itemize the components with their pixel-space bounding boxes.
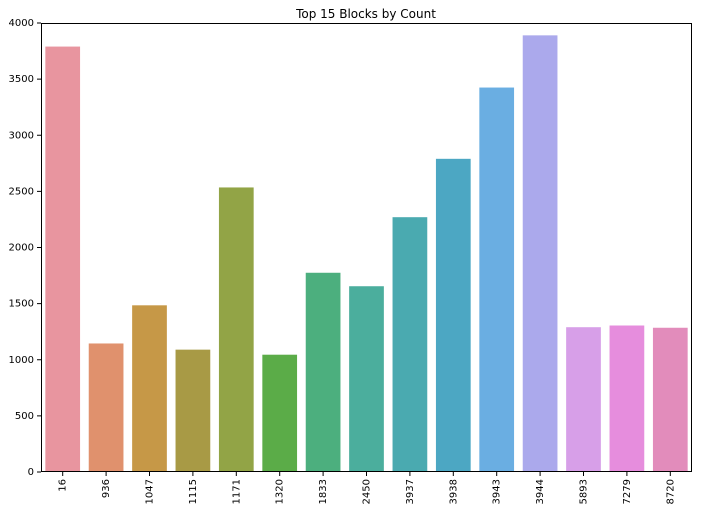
x-tick-label-3937: 3937: [405, 479, 416, 504]
y-tick-label-1000: 1000: [9, 355, 34, 366]
bar-1047: [132, 305, 167, 472]
bar-1171: [218, 187, 254, 472]
bar-5893: [566, 327, 601, 472]
bar-7279: [609, 325, 645, 472]
y-tick-label-500: 500: [15, 411, 34, 422]
y-tick-label-3500: 3500: [9, 74, 34, 85]
y-tick-label-2500: 2500: [9, 186, 34, 197]
chart-title: Top 15 Blocks by Count: [295, 7, 436, 21]
bar-16: [45, 46, 81, 472]
x-tick-label-1833: 1833: [318, 479, 329, 504]
x-tick-label-1115: 1115: [188, 479, 199, 504]
y-tick-label-2000: 2000: [9, 243, 34, 254]
x-tick-label-5893: 5893: [579, 479, 590, 504]
x-tick-label-1047: 1047: [145, 479, 156, 504]
x-tick-label-7279: 7279: [622, 479, 633, 504]
x-tick-label-3938: 3938: [448, 479, 459, 504]
plot-frame: [41, 23, 692, 472]
bars-layer: [45, 35, 688, 472]
bar-3937: [392, 217, 428, 472]
x-tick-label-1171: 1171: [231, 479, 242, 504]
bar-3938: [435, 158, 471, 472]
y-axis-ticks: 0 500 1000 1500 2000 2500 3000 3500 4000: [9, 18, 41, 478]
bar-2450: [349, 286, 384, 472]
x-tick-label-3943: 3943: [492, 479, 503, 504]
x-tick-label-2450: 2450: [362, 479, 373, 504]
x-axis-ticks: 16 936 1047 1115 1171 1320 1833 2450 3937 3938 394…: [58, 472, 676, 504]
x-tick-label-3944: 3944: [535, 479, 546, 504]
bar-936: [88, 343, 124, 472]
bar-1320: [262, 354, 298, 472]
y-tick-label-4000: 4000: [9, 18, 34, 29]
x-tick-label-1320: 1320: [275, 479, 286, 504]
axes-layer: [41, 23, 692, 472]
bar-1115: [175, 349, 211, 472]
x-tick-label-16: 16: [58, 479, 69, 492]
y-tick-label-3000: 3000: [9, 130, 34, 141]
x-tick-label-8720: 8720: [665, 479, 676, 504]
bar-1833: [305, 272, 341, 472]
y-tick-label-1500: 1500: [9, 299, 34, 310]
y-tick-label-0: 0: [28, 467, 34, 478]
bar-8720: [652, 327, 688, 472]
x-tick-label-936: 936: [101, 479, 112, 498]
bar-3944: [522, 35, 558, 472]
bar-3943: [479, 87, 515, 472]
